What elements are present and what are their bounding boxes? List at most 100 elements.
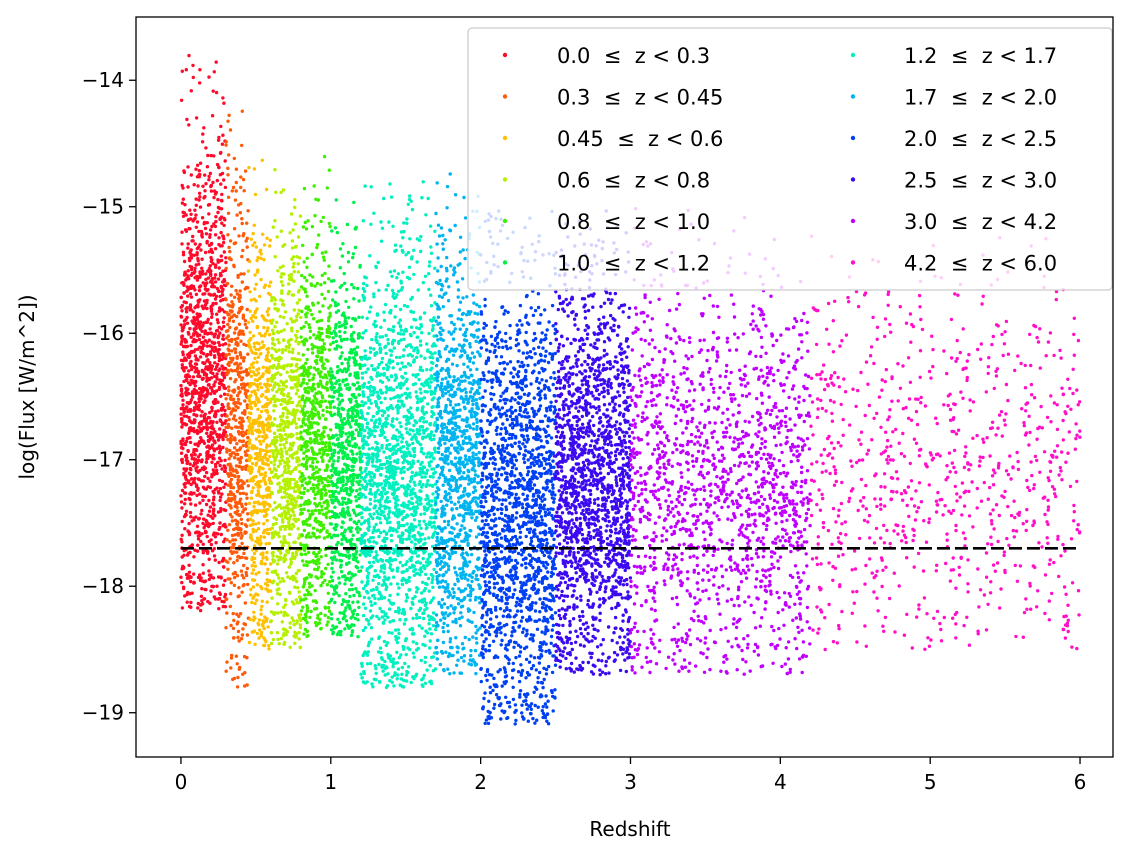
data-point <box>339 570 344 574</box>
data-point <box>309 535 313 539</box>
data-point <box>332 483 337 488</box>
data-point <box>199 350 203 354</box>
data-point <box>371 578 375 582</box>
data-point <box>229 412 233 416</box>
data-point <box>198 355 203 359</box>
data-point <box>206 513 210 517</box>
data-point <box>308 273 312 277</box>
data-point <box>340 361 344 366</box>
data-point <box>226 406 231 411</box>
data-point <box>261 232 265 236</box>
data-point <box>297 590 301 594</box>
data-point <box>200 587 204 591</box>
data-point <box>231 626 236 631</box>
data-point <box>199 479 204 483</box>
data-point <box>312 452 316 456</box>
data-point <box>181 422 186 426</box>
data-point <box>188 510 193 515</box>
data-point <box>315 354 319 358</box>
data-point <box>292 308 296 312</box>
data-point <box>185 321 190 325</box>
data-point <box>217 236 221 240</box>
data-point <box>310 407 315 411</box>
data-point <box>268 476 272 480</box>
data-point <box>253 522 258 526</box>
data-point <box>357 299 361 303</box>
data-point <box>181 214 186 218</box>
data-point <box>211 533 216 537</box>
data-point <box>232 575 237 580</box>
data-point <box>292 524 296 528</box>
data-point <box>238 416 242 420</box>
data-point <box>215 318 220 322</box>
data-point <box>281 406 286 411</box>
data-point <box>180 417 184 422</box>
data-point <box>295 619 299 623</box>
data-point <box>256 400 261 404</box>
data-point <box>241 313 246 317</box>
data-point <box>273 255 277 259</box>
data-point <box>193 400 197 405</box>
data-point <box>265 531 269 535</box>
data-point <box>321 452 325 457</box>
data-point <box>271 581 275 585</box>
data-point <box>275 320 279 324</box>
data-point <box>349 583 354 587</box>
scatter-points <box>179 53 1082 726</box>
data-point <box>333 326 338 330</box>
data-point <box>287 282 291 286</box>
data-point <box>211 436 215 440</box>
data-point <box>205 221 209 225</box>
data-point <box>293 630 297 634</box>
data-point <box>329 522 333 526</box>
data-point <box>303 612 308 617</box>
data-point <box>280 272 284 276</box>
data-point <box>255 258 259 263</box>
data-point <box>335 523 339 527</box>
data-point <box>183 594 187 598</box>
data-point <box>238 446 243 450</box>
data-point <box>299 373 303 377</box>
data-point <box>254 572 258 576</box>
data-point <box>350 572 354 576</box>
data-point <box>393 304 398 308</box>
data-point <box>217 289 221 294</box>
data-point <box>203 173 207 177</box>
data-point <box>221 604 225 609</box>
data-point <box>259 633 263 637</box>
data-point <box>301 605 305 609</box>
data-point <box>326 479 330 483</box>
data-point <box>208 505 213 509</box>
data-point <box>315 242 320 247</box>
data-point <box>325 583 330 587</box>
data-point <box>196 374 200 378</box>
data-point <box>327 459 331 463</box>
data-point <box>228 480 232 484</box>
data-point <box>187 479 191 483</box>
data-point <box>259 256 263 260</box>
data-point <box>227 360 231 365</box>
data-point <box>356 530 360 534</box>
data-point <box>275 631 280 635</box>
data-point <box>345 222 350 227</box>
data-point <box>297 298 302 302</box>
data-point <box>272 463 276 467</box>
data-point <box>357 332 361 336</box>
data-point <box>287 422 291 426</box>
data-point <box>193 503 198 507</box>
data-point <box>249 587 253 592</box>
data-point <box>351 542 356 547</box>
data-point <box>205 340 209 344</box>
data-point <box>396 272 401 276</box>
data-point <box>389 533 394 538</box>
data-point <box>196 530 200 534</box>
data-point <box>212 449 217 453</box>
data-point <box>338 558 342 563</box>
data-point <box>184 310 189 314</box>
data-point <box>259 541 263 545</box>
data-point <box>182 471 186 475</box>
data-point <box>189 252 193 256</box>
data-point <box>214 60 218 64</box>
data-point <box>294 369 299 373</box>
data-point <box>235 393 240 398</box>
